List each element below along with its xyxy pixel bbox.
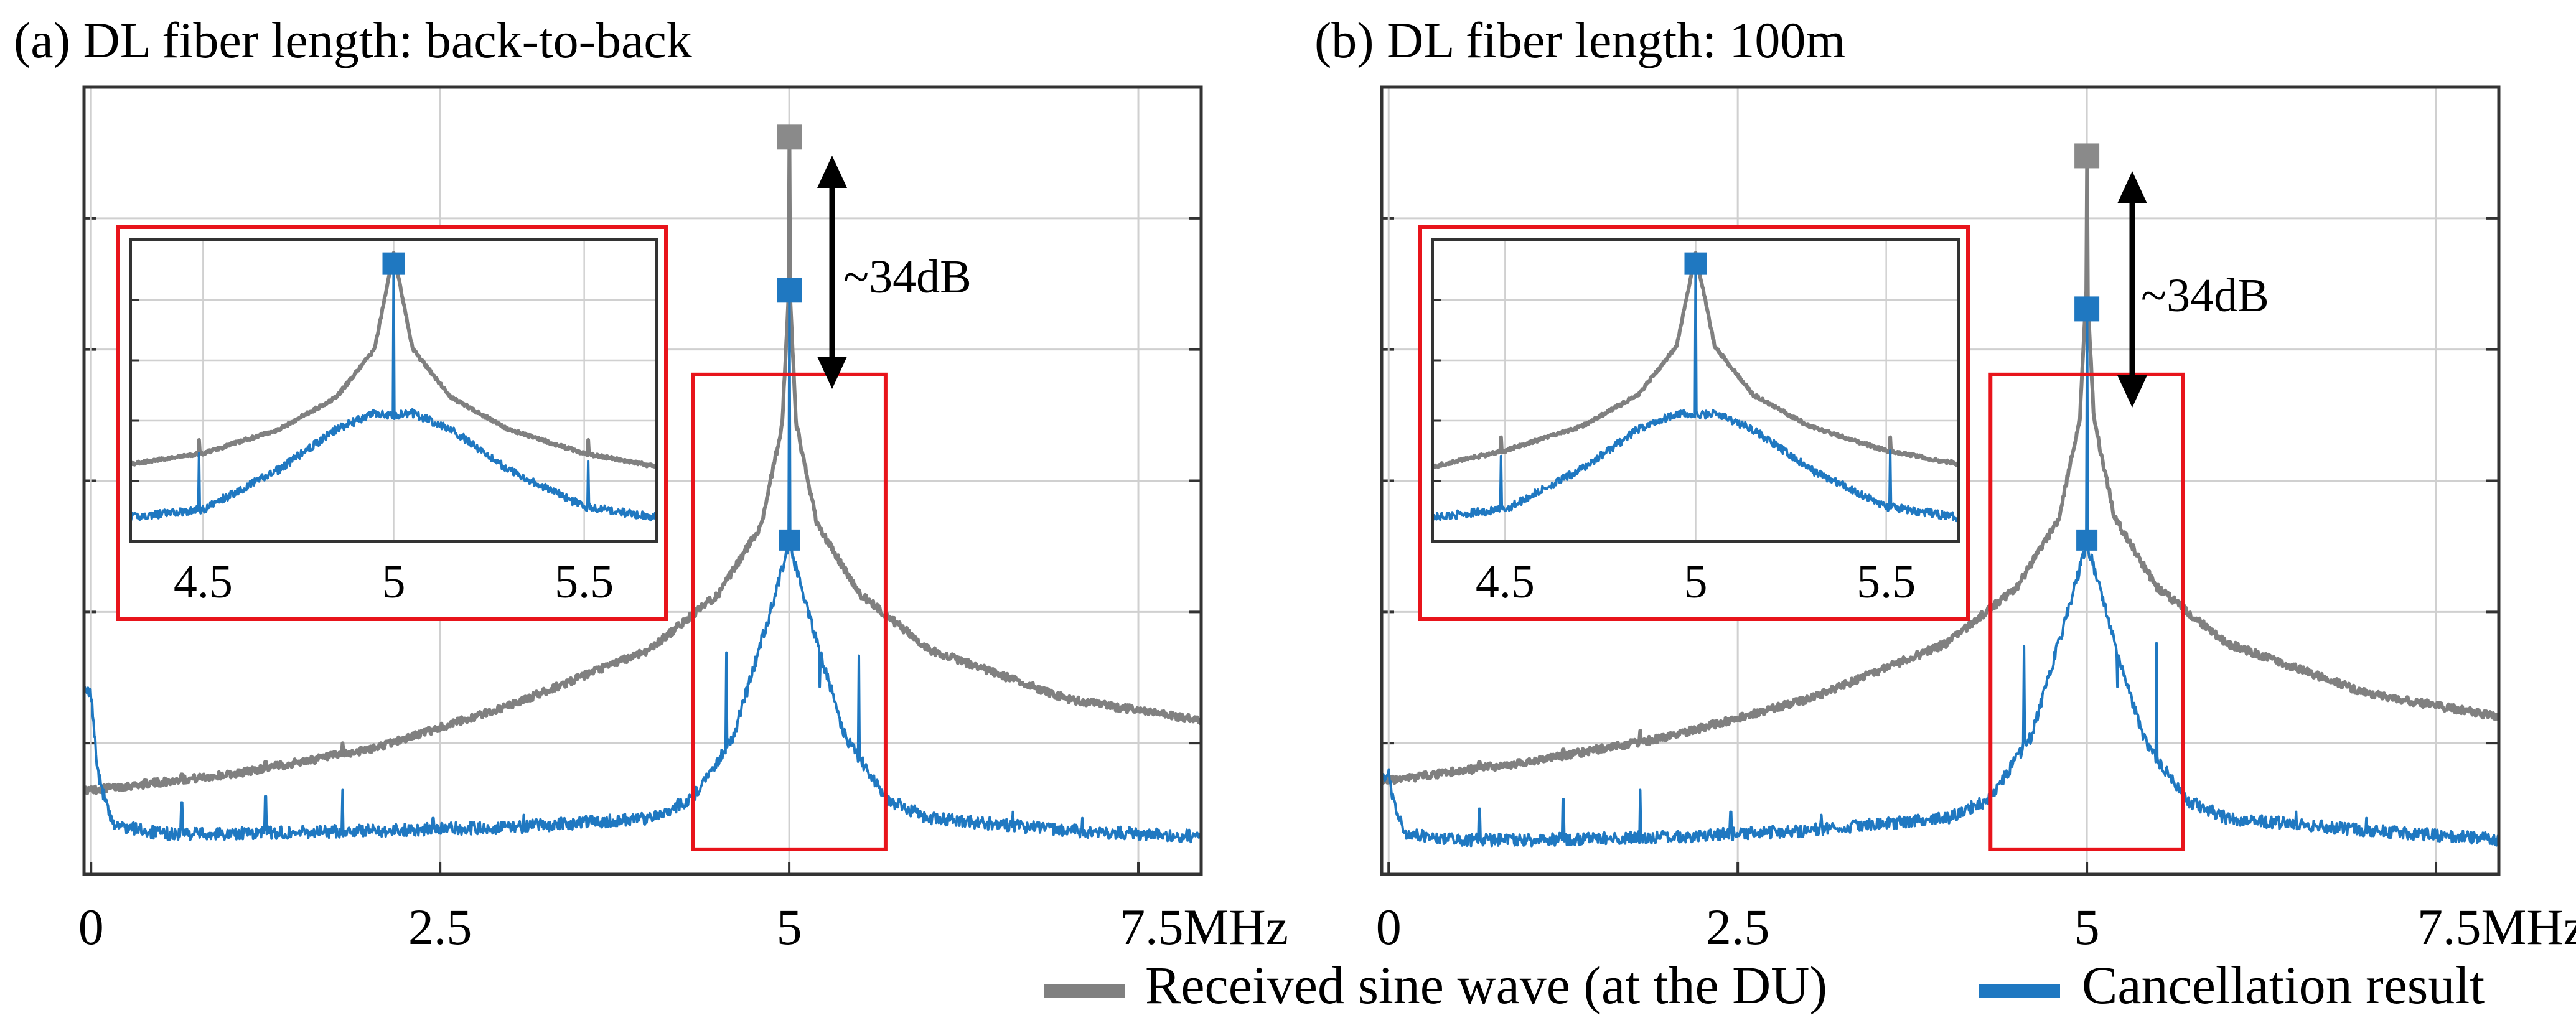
peak-marker-received (777, 124, 802, 150)
panel-title: (b) DL fiber length: 100m (1314, 12, 1845, 68)
arrow-head-down (817, 357, 847, 389)
difference-arrow (817, 156, 847, 389)
traces (84, 135, 1201, 844)
chart-panel-b: (b) DL fiber length: 100m 0 2.5 5 7.5MHz ~34d… (1314, 12, 2576, 955)
inset-x-tick-label: 5 (382, 556, 406, 608)
x-tick-label: 7.5MHz (2417, 899, 2576, 955)
series-line-cancelled (1382, 307, 2499, 848)
panel-title: (a) DL fiber length: back-to-back (14, 12, 692, 68)
inset-frame (1418, 225, 1970, 621)
inset-axes-frame (129, 238, 658, 543)
inset-plot (1431, 238, 1960, 543)
inset-plot (129, 238, 658, 543)
series-line-received (84, 135, 1201, 795)
difference-annotation: ~34dB (843, 251, 972, 303)
peak-marker-cancelled (2074, 296, 2100, 322)
zoom-box (691, 372, 888, 851)
inset-x-tick-label: 5 (1684, 556, 1708, 608)
inset-axes-frame (1431, 238, 1960, 543)
x-tick-label: 0 (1376, 899, 1402, 955)
traces (1382, 154, 2499, 848)
inset-frame (116, 225, 668, 621)
inset-x-tick-label: 5.5 (555, 556, 614, 608)
x-tick-label: 2.5 (408, 899, 472, 955)
x-tick-label: 0 (78, 899, 104, 955)
arrow-head-up (2117, 171, 2147, 203)
x-tick-label: 5 (777, 899, 802, 955)
inset-x-tick-label: 4.5 (1476, 556, 1535, 608)
x-tick-label: 5 (2074, 899, 2100, 955)
inset-peak-marker (382, 252, 405, 275)
chart-panel-a: (a) DL fiber length: back-to-back 0 2.5 5 7.… (14, 12, 1288, 955)
x-tick-label: 2.5 (1706, 899, 1770, 955)
legend-label-cancelled: Cancellation result (2082, 955, 2485, 1015)
sub-peak-marker-cancelled (779, 529, 800, 551)
arrow-head-down (2117, 375, 2147, 408)
inset-x-tick-label: 4.5 (174, 556, 233, 608)
series-line-received (1382, 154, 2499, 785)
legend-swatch-received (1044, 984, 1125, 998)
inset-peak-marker (1684, 252, 1707, 275)
legend-label-received: Received sine wave (at the DU) (1145, 955, 1827, 1015)
axes-frame (82, 85, 1203, 876)
inset-x-tick-label: 5.5 (1857, 556, 1916, 608)
peak-marker-received (2074, 143, 2100, 169)
series-line-cancelled (84, 289, 1201, 844)
x-tick-label: 7.5MHz (1120, 899, 1288, 955)
peak-marker-cancelled (777, 278, 802, 303)
zoom-box (1988, 372, 2185, 851)
legend: Received sine wave (at the DU) Cancellat… (1044, 955, 2485, 1015)
difference-annotation: ~34dB (2141, 269, 2269, 322)
axes-frame (1380, 85, 2501, 876)
sub-peak-marker-cancelled (2076, 529, 2098, 551)
arrow-head-up (817, 156, 847, 188)
legend-swatch-cancelled (1979, 984, 2060, 998)
difference-arrow (2117, 171, 2147, 408)
